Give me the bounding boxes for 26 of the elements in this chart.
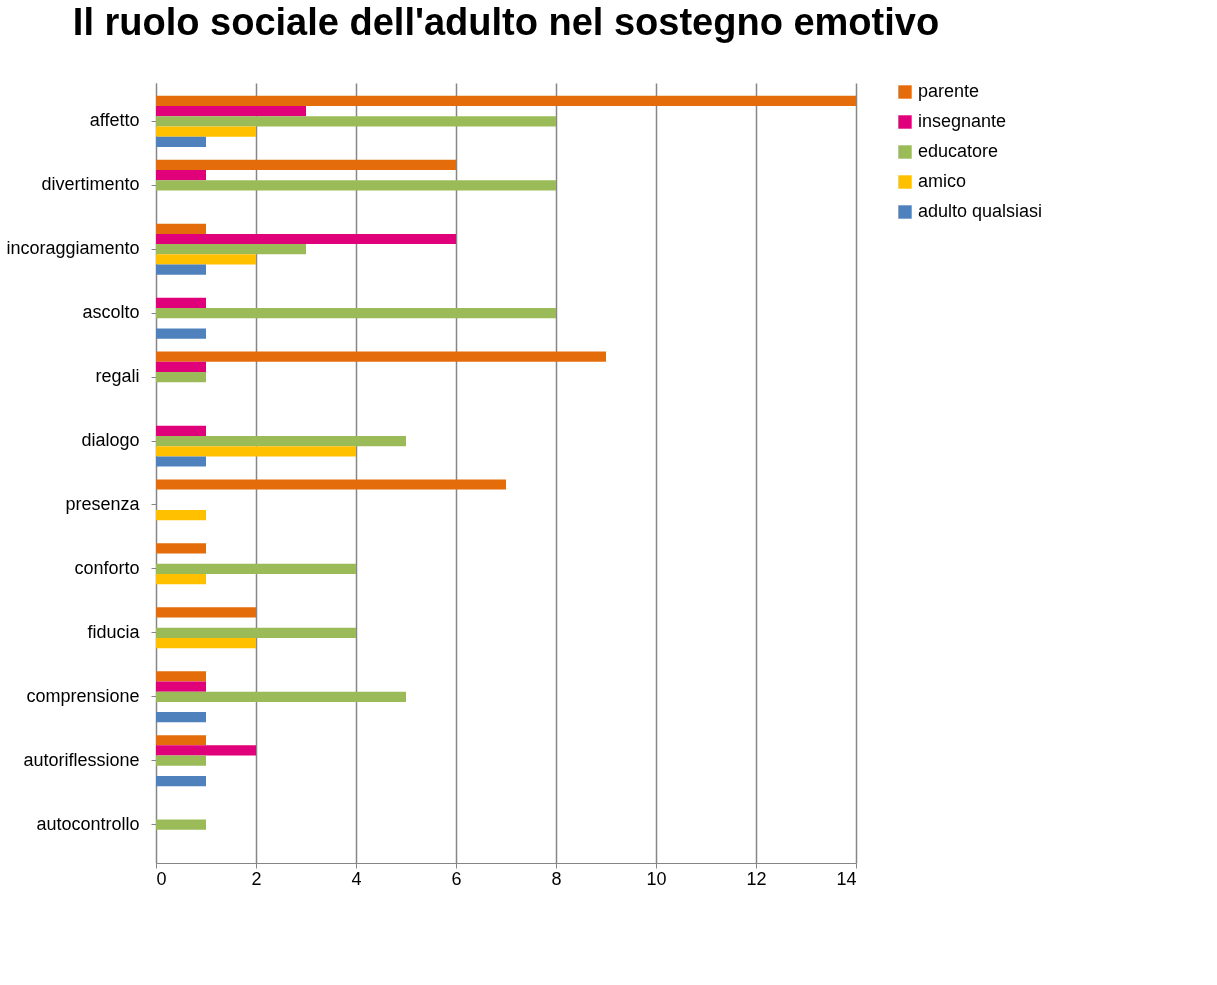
y-tick-label: ascolto — [82, 302, 140, 323]
chart-title: Il ruolo sociale dell'adulto nel sostegno emotivo — [72, 1, 940, 43]
y-tick-label: incoraggiamento — [6, 238, 140, 259]
y-tick-label: autoriflessione — [23, 749, 140, 770]
legend-label: amico — [918, 171, 967, 191]
x-tick-label: 2 — [251, 868, 262, 889]
legend-label: parente — [918, 81, 980, 101]
y-tick-label: dialogo — [81, 430, 140, 451]
y-tick-label: divertimento — [41, 174, 140, 195]
x-tick-label: 4 — [351, 868, 362, 889]
y-tick-label: conforto — [74, 557, 140, 578]
x-tick-label: 10 — [646, 868, 667, 889]
y-tick-label: affetto — [89, 110, 140, 131]
y-tick-label: comprensione — [26, 685, 140, 706]
legend-label: educatore — [918, 141, 999, 161]
x-tick-label: 8 — [551, 868, 562, 889]
x-tick-label: 0 — [156, 868, 167, 889]
y-tick-label: autocontrollo — [36, 813, 140, 834]
x-tick-label: 14 — [836, 868, 857, 889]
legend-label: adulto qualsiasi — [918, 201, 1043, 221]
y-tick-label: presenza — [65, 493, 141, 514]
x-tick-label: 12 — [746, 868, 767, 889]
legend-label: insegnante — [918, 111, 1007, 131]
y-tick-label: regali — [95, 366, 140, 387]
x-tick-label: 6 — [451, 868, 462, 889]
y-tick-label: fiducia — [87, 621, 141, 642]
